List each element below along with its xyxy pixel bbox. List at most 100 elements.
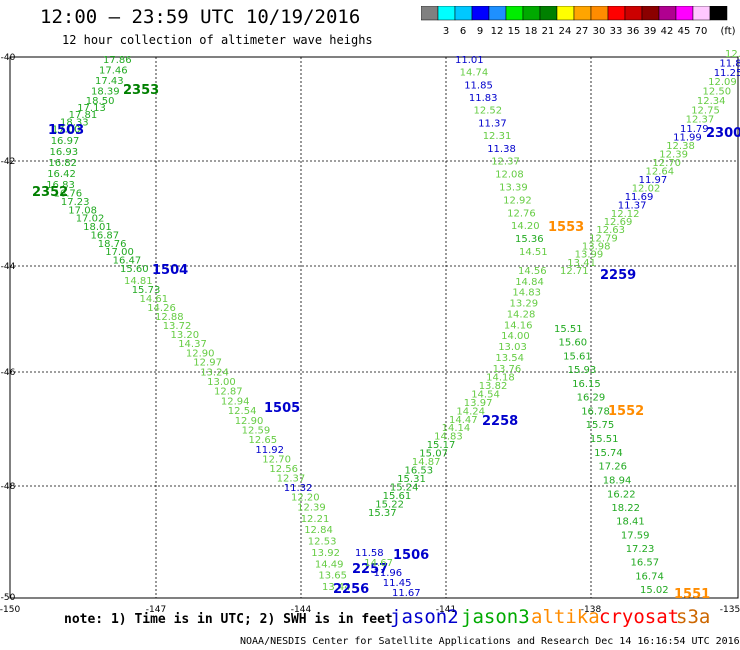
wave-height-value: 17.59 (621, 530, 650, 541)
wave-height-value: 16.42 (47, 169, 76, 180)
wave-height-value: 15.37 (368, 508, 397, 519)
wave-height-value: 14.26 (147, 303, 176, 314)
wave-height-value: 13.29 (510, 299, 539, 310)
wave-height-value: 16.83 (46, 180, 75, 191)
wave-height-value: 18.33 (60, 117, 89, 128)
wave-height-value: 11.69 (625, 192, 654, 203)
wave-height-value: 12.08 (495, 170, 524, 181)
wave-height-value: 12.54 (228, 406, 257, 417)
scale-label: 27 (576, 26, 589, 37)
pass-time-label: 1552 (608, 404, 644, 419)
longitude-label: -144 (291, 605, 312, 615)
wave-height-value: 12.70 (652, 158, 681, 169)
latitude-label: -46 (1, 368, 16, 378)
latitude-label: -42 (1, 157, 16, 167)
wave-height-value: 14.54 (471, 390, 500, 401)
wave-height-value: 12.87 (214, 387, 243, 398)
wave-height-value: 18.94 (603, 476, 632, 487)
legend-jason3: jason3 (461, 606, 530, 628)
wave-height-value: 14.16 (504, 320, 533, 331)
wave-height-value: 12.65 (249, 435, 278, 446)
wave-height-value: 11.38 (487, 144, 516, 155)
pass-time-label: 1551 (674, 587, 710, 602)
wave-height-value: 16.22 (607, 489, 636, 500)
wave-height-value: 12.92 (503, 195, 532, 206)
scale-label: 45 (678, 26, 691, 37)
scale-label: 6 (460, 26, 466, 37)
wave-height-value: 17.02 (76, 214, 105, 225)
scale-label: 21 (542, 26, 555, 37)
pass-time-label: 1553 (548, 220, 584, 235)
wave-height-value: 11.92 (255, 445, 284, 456)
wave-height-value: 15.24 (390, 482, 419, 493)
wave-height-value: 11.85 (464, 80, 493, 91)
wave-height-value: 11.37 (618, 200, 647, 211)
longitude-label: -147 (146, 605, 166, 615)
wave-height-value: 17.08 (68, 205, 97, 216)
wave-height-color-scale: 3 6 9 12 15 18 21 24 27 30 33 36 39 42 45 70 (ft) (421, 6, 736, 37)
wave-height-value: 15.51 (554, 324, 583, 335)
wave-height-value: 12.39 (659, 150, 688, 161)
scale-label: 39 (644, 26, 657, 37)
map-frame (9, 56, 739, 599)
wave-height-value: 12.90 (186, 348, 215, 359)
scale-label: 30 (593, 26, 606, 37)
wave-height-value: 14.61 (140, 294, 169, 305)
legend-s3a: s3a (676, 606, 711, 628)
wave-height-value: 14.49 (315, 559, 344, 570)
wave-height-value: 11.96 (374, 568, 403, 579)
wave-height-value: 11.37 (478, 118, 507, 129)
map-title: 12:00 – 23:59 UTC 10/19/2016 (40, 6, 361, 28)
wave-height-value: 13.76 (493, 364, 522, 375)
wave-height-value: 13.20 (171, 330, 200, 341)
pass-time-label: 2259 (600, 268, 636, 283)
wave-height-value: 12.12 (611, 209, 640, 220)
wave-height-value: 14.81 (124, 276, 153, 287)
wave-height-value: 12.41 (725, 49, 740, 60)
latitude-label: -50 (1, 593, 16, 603)
wave-height-value: 12.64 (646, 166, 675, 177)
wave-height-value: 14.87 (412, 457, 441, 468)
scale-label: 18 (525, 26, 538, 37)
wave-height-value: 11.79 (680, 124, 709, 135)
wave-height-value: 15.60 (559, 338, 588, 349)
wave-height-value: 11.01 (455, 55, 484, 66)
wave-height-value: 14.83 (512, 288, 541, 299)
wave-height-value: 16.47 (113, 256, 142, 267)
pass-time-label: 2352 (32, 185, 68, 200)
wave-height-value: 16.57 (631, 558, 660, 569)
wave-height-value: 12.75 (691, 105, 720, 116)
wave-height-value: 12.84 (304, 525, 333, 536)
wave-height-value: 12.76 (507, 208, 536, 219)
wave-height-value: 15.36 (515, 234, 544, 245)
wave-height-value: 15.51 (590, 434, 619, 445)
wave-height-value: 17.13 (77, 103, 106, 114)
scale-unit: (ft) (720, 26, 735, 37)
wave-height-value: 11.86 (719, 58, 740, 69)
wave-height-value: 17.43 (95, 76, 124, 87)
wave-height-value: 13.65 (318, 571, 347, 582)
wave-height-value: 12.69 (604, 217, 633, 228)
longitude-label: -150 (0, 605, 20, 615)
legend-cryosat: cryosat (599, 606, 680, 628)
pass-time-label: 2256 (333, 582, 369, 597)
map-subtitle: 12 hour collection of altimeter wave hei… (62, 33, 373, 47)
wave-height-value: 12.20 (291, 493, 320, 504)
wave-height-value: 16.78 (581, 406, 610, 417)
wave-height-value: 15.07 (419, 449, 448, 460)
wave-height-value: 16.87 (91, 231, 120, 242)
wave-height-value: 13.82 (479, 381, 508, 392)
wave-height-value: 12.34 (697, 96, 726, 107)
longitude-label: -138 (581, 605, 602, 615)
wave-height-value: 14.74 (460, 68, 489, 79)
wave-height-value: 15.02 (640, 585, 669, 596)
wave-height-value: 18.39 (91, 86, 120, 97)
wave-height-value: 18.41 (616, 517, 645, 528)
wave-height-value: 15.31 (397, 474, 426, 485)
wave-height-value: 13.92 (311, 548, 340, 559)
wave-height-value: 12.70 (262, 455, 291, 466)
wave-height-value: 16.76 (54, 189, 83, 200)
wave-height-value: 12.90 (235, 416, 264, 427)
wave-height-value: 11.58 (355, 548, 384, 559)
pass-time-label: 2258 (482, 414, 518, 429)
